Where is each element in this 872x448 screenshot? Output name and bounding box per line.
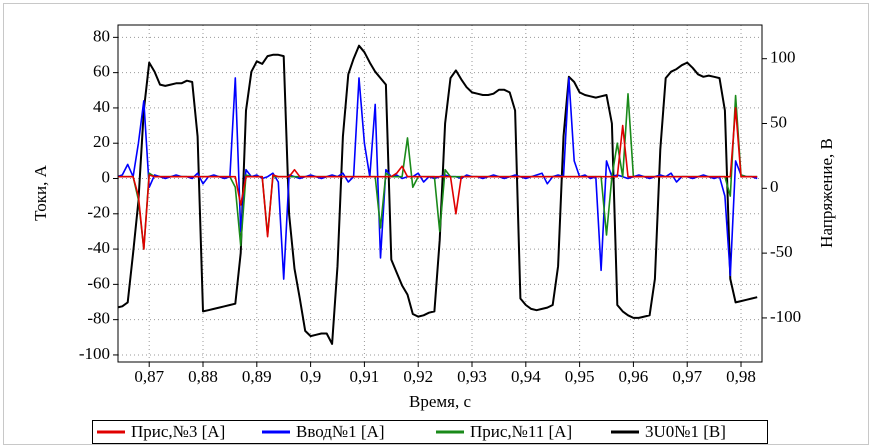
x-tick-label: 0,98 (726, 367, 756, 386)
series-line (118, 44, 758, 345)
y-tick-label: 0 (102, 167, 111, 186)
legend-label: Ввод№1 [A] (296, 422, 384, 441)
y-tick-label: -80 (87, 309, 110, 328)
y-tick-label: -20 (87, 203, 110, 222)
y-tick-label: 60 (93, 62, 110, 81)
y2-tick-label: 50 (770, 112, 787, 131)
x-axis-title: Время, с (409, 392, 471, 411)
y-tick-label: -60 (87, 273, 110, 292)
x-tick-label: 0,94 (511, 367, 541, 386)
y-tick-label: -40 (87, 238, 110, 257)
y2-tick-label: -100 (770, 307, 801, 326)
x-tick-label: 0,88 (188, 367, 218, 386)
y-tick-label: 40 (93, 97, 110, 116)
legend-label: Прис,№3 [A] (131, 422, 225, 441)
x-tick-label: 0,89 (242, 367, 272, 386)
y-tick-label: 80 (93, 26, 110, 45)
y2-axis-title: Напряжение, В (817, 138, 836, 248)
plot-border (117, 24, 763, 363)
x-tick-label: 0,9 (300, 367, 321, 386)
x-tick-label: 0,91 (350, 367, 380, 386)
y2-tick-label: -50 (770, 242, 793, 261)
legend-box (92, 420, 768, 444)
x-tick-label: 0,87 (134, 367, 164, 386)
y-tick-label: -100 (79, 344, 110, 363)
x-tick-label: 0,97 (672, 367, 702, 386)
series-line (118, 107, 758, 250)
x-tick-label: 0,96 (619, 367, 649, 386)
plot-area (118, 44, 758, 345)
y-tick-label: 20 (93, 132, 110, 151)
y-axis-title: Токи, А (31, 164, 50, 220)
legend-label: 3U0№1 [B] (645, 422, 726, 441)
x-tick-label: 0,93 (457, 367, 487, 386)
y2-tick-label: 0 (770, 177, 779, 196)
x-tick-label: 0,95 (565, 367, 595, 386)
y2-tick-label: 100 (770, 48, 796, 67)
legend-label: Прис,№11 [A] (470, 422, 572, 441)
series-line (118, 77, 758, 280)
x-tick-label: 0,92 (403, 367, 433, 386)
